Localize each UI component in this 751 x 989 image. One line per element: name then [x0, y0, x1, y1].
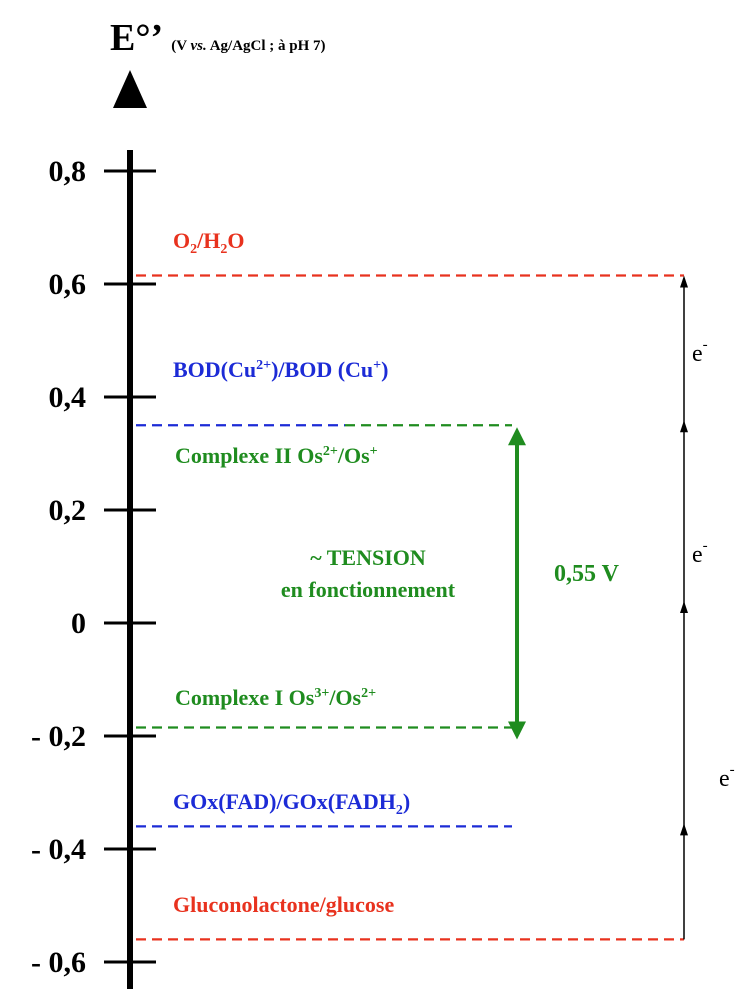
couple-label-bod: BOD(Cu2+)/BOD (Cu+)	[173, 357, 388, 382]
axis-tick-label: 0,4	[49, 381, 87, 414]
couple-label-gluconolactone: Gluconolactone/glucose	[173, 892, 394, 917]
axis-arrow-head	[113, 70, 147, 108]
electron-label-3: e-	[719, 762, 735, 792]
axis-ticks: 0,8 0,6 0,4 0,2 0 - 0,2 - 0,4 - 0,6	[31, 155, 156, 979]
tension-arrow-head-top	[508, 427, 526, 446]
tension-value: 0,55 V	[554, 561, 620, 587]
electron-flow-arrow-head	[680, 420, 688, 433]
electron-flow-arrow	[680, 275, 688, 940]
axis-tick-label: 0,2	[49, 494, 87, 527]
axis-tick-label: 0,6	[49, 268, 87, 301]
electron-flow-arrow-head	[680, 823, 688, 836]
electron-label-1: e-	[692, 337, 708, 367]
axis-tick-label: - 0,6	[31, 946, 86, 979]
axis-tick-label: - 0,4	[31, 833, 86, 866]
axis-tick-label: 0	[71, 607, 86, 640]
electron-label-2: e-	[692, 538, 708, 568]
electron-flow-arrow-head	[680, 601, 688, 614]
tension-arrow-head-bottom	[508, 721, 526, 740]
redox-couples: O2/H2O BOD(Cu2+)/BOD (Cu+) Complexe II Os2…	[136, 228, 684, 941]
electron-flow-arrow-head	[680, 275, 688, 288]
axis-title: E°’ (V vs. Ag/AgCl ; à pH 7)	[110, 17, 326, 59]
couple-label-complexe-ii: Complexe II Os2+/Os+	[175, 443, 378, 468]
couple-label-gox: GOx(FAD)/GOx(FADH2)	[173, 789, 410, 818]
tension-label-line1: ~ TENSION	[310, 545, 426, 570]
axis-tick-label: - 0,2	[31, 720, 86, 753]
axis-tick-label: 0,8	[49, 155, 87, 188]
couple-label-o2-h2o: O2/H2O	[173, 228, 244, 257]
couple-label-complexe-i: Complexe I Os3+/Os2+	[175, 685, 376, 710]
tension-label-line2: en fonctionnement	[281, 577, 456, 602]
